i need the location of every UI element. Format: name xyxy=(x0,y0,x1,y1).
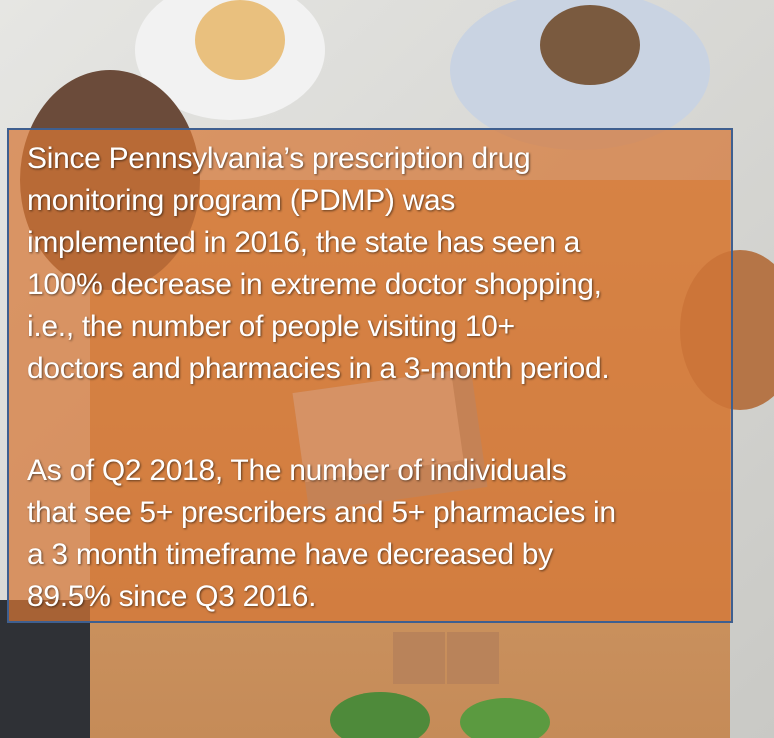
text-line: doctors and pharmacies in a 3-month peri… xyxy=(27,348,609,390)
paragraph: As of Q2 2018, The number of individuals… xyxy=(27,450,616,618)
text-line: Since Pennsylvania’s prescription drug xyxy=(27,138,609,180)
text-line: 100% decrease in extreme doctor shopping… xyxy=(27,264,609,306)
text-line: implemented in 2016, the state has seen … xyxy=(27,222,609,264)
text-line: i.e., the number of people visiting 10+ xyxy=(27,306,609,348)
text-line: 89.5% since Q3 2016. xyxy=(27,576,616,618)
screen: Since Pennsylvania’s prescription drugmo… xyxy=(0,0,774,738)
text-line: monitoring program (PDMP) was xyxy=(27,180,609,222)
text-line: a 3 month timeframe have decreased by xyxy=(27,534,616,576)
text-line: that see 5+ prescribers and 5+ pharmacie… xyxy=(27,492,616,534)
text-line: As of Q2 2018, The number of individuals xyxy=(27,450,616,492)
